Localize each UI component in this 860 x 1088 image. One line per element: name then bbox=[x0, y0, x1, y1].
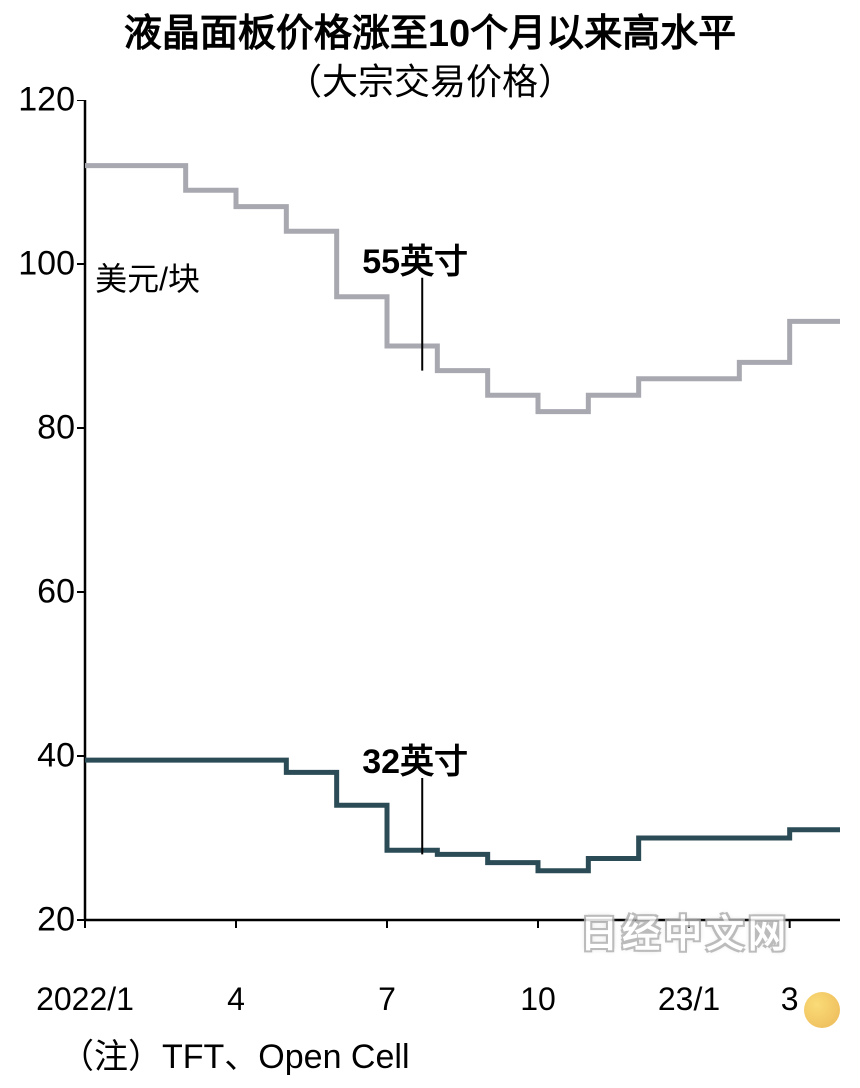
chart-svg bbox=[0, 100, 860, 970]
watermark: 日经中文网 bbox=[580, 903, 790, 958]
x-axis-tick: 23/1 bbox=[658, 981, 720, 1018]
title-main: 液晶面板价格涨至10个月以来高水平 bbox=[0, 10, 860, 59]
x-axis-tick: 10 bbox=[520, 981, 556, 1018]
x-axis-tick: 7 bbox=[378, 981, 396, 1018]
y-axis-tick: 40 bbox=[0, 737, 75, 776]
y-axis-tick: 100 bbox=[0, 245, 75, 284]
series-label-32in: 32英寸 bbox=[362, 734, 468, 783]
series-label-55in: 55英寸 bbox=[362, 234, 468, 283]
x-axis-tick: 4 bbox=[227, 981, 245, 1018]
y-axis-tick: 120 bbox=[0, 81, 75, 120]
weibo-icon bbox=[804, 992, 840, 1028]
x-axis-tick: 2022/1 bbox=[36, 981, 134, 1018]
x-axis-tick: 3 bbox=[781, 981, 799, 1018]
chart-note: （注）TFT、Open Cell bbox=[60, 1029, 410, 1078]
chart-title: 液晶面板价格涨至10个月以来高水平 （大宗交易价格） bbox=[0, 0, 860, 106]
y-axis-tick: 60 bbox=[0, 573, 75, 612]
chart-area: 204060801001202022/1471023/13美元/块55英寸32英… bbox=[0, 100, 860, 970]
unit-label: 美元/块 bbox=[95, 254, 200, 300]
y-axis-tick: 20 bbox=[0, 901, 75, 940]
y-axis-tick: 80 bbox=[0, 409, 75, 448]
